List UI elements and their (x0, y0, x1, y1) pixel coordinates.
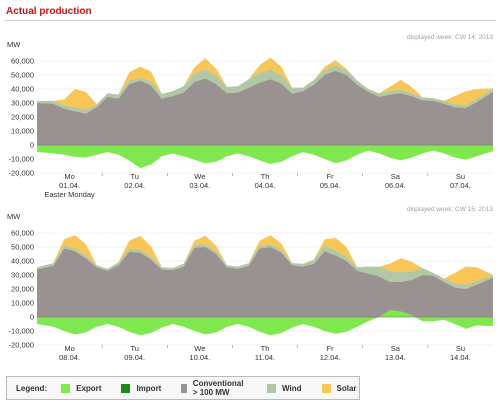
series-conventional-area (37, 247, 493, 317)
y-tick-label: 60,000 (11, 229, 34, 238)
legend-label: Legend: (16, 383, 48, 393)
x-tick-day: Su (456, 344, 465, 353)
y-tick-label: 20,000 (11, 113, 34, 122)
y-tick-label: -10,000 (9, 327, 34, 336)
series-export-area (37, 145, 493, 169)
production-chart-cw14: displayed week: CW 14; 2013 MW 60,000 50,00… (7, 34, 493, 199)
y-axis-unit: MW (7, 40, 21, 49)
legend-item-import: Import (121, 383, 162, 393)
legend-name-wind: Wind (282, 383, 302, 393)
y-tick-label: 50,000 (11, 243, 34, 252)
x-tick-date: 14.04. (450, 353, 471, 362)
x-tick-day: Tu (130, 344, 138, 353)
y-tick-label: 10,000 (11, 299, 34, 308)
x-tick-date: 01.04. (59, 181, 80, 190)
y-axis-unit: MW (7, 212, 21, 221)
x-tick-day: Tu (130, 172, 138, 181)
legend-swatch-conventional (181, 383, 187, 393)
y-tick-label: -10,000 (9, 155, 34, 164)
x-tick-date: 13.04. (385, 353, 406, 362)
x-tick-note: Easter Monday (44, 190, 95, 199)
x-tick-date: 02.04. (124, 181, 145, 190)
x-tick-day: Sa (391, 344, 401, 353)
x-tick-date: 05.04. (320, 181, 341, 190)
legend-swatch-solar (321, 383, 331, 393)
x-tick-day: Su (456, 172, 465, 181)
y-tick-label: 20,000 (11, 285, 34, 294)
x-tick-date: 04.04. (255, 181, 276, 190)
x-tick-day: Th (261, 172, 270, 181)
series-wind-area (37, 65, 493, 114)
y-tick-label: 40,000 (11, 257, 34, 266)
x-tick-date: 12.04. (320, 353, 341, 362)
legend-item-conventional: Conventional > 100 MW (181, 379, 247, 397)
x-tick-day: Mo (64, 344, 74, 353)
y-tick-label: 0 (30, 313, 34, 322)
legend-name-conventional: Conventional > 100 MW (192, 379, 244, 397)
legend-item-export: Export (61, 383, 102, 393)
x-tick-date: 07.04. (450, 181, 471, 190)
week-label: displayed week: CW 14; 2013 (407, 34, 493, 41)
y-tick-label: 40,000 (11, 85, 34, 94)
legend-name-export: Export (76, 383, 102, 393)
x-tick-date: 06.04. (385, 181, 406, 190)
legend-name-solar: Solar (336, 383, 357, 393)
series-solar-area (37, 235, 493, 285)
title-divider (4, 20, 496, 21)
legend-item-solar: Solar (321, 383, 357, 393)
x-tick-day: Fr (327, 344, 335, 353)
y-tick-label: 0 (30, 141, 34, 150)
x-tick-date: 10.04. (189, 353, 210, 362)
legend-swatch-export (61, 383, 71, 393)
legend-item-wind: Wind (267, 383, 302, 393)
legend-swatch-import (121, 383, 131, 393)
y-tick-label: 30,000 (11, 99, 34, 108)
series-solar-area (37, 57, 493, 110)
x-tick-date: 03.04. (189, 181, 210, 190)
week-label: displayed week: CW 15; 2013 (407, 206, 493, 213)
x-tick-date: 08.04. (59, 353, 80, 362)
y-tick-label: 50,000 (11, 71, 34, 80)
chart-legend: Legend: Export Import Conventional > 100… (6, 376, 360, 400)
legend-name-import: Import (136, 383, 162, 393)
x-tick-day: We (194, 344, 205, 353)
x-tick-date: 09.04. (124, 353, 145, 362)
x-tick-day: Th (261, 344, 270, 353)
production-chart-cw15: displayed week: CW 15; 2013 MW 60,000 50,00… (7, 206, 493, 362)
y-tick-label: -20,000 (9, 169, 34, 178)
x-tick-date: 11.04. (255, 353, 275, 362)
page-title: Actual production (6, 6, 92, 17)
y-tick-label: 10,000 (11, 127, 34, 136)
series-export-area (37, 310, 493, 336)
y-tick-label: -20,000 (9, 341, 34, 350)
x-tick-day: Sa (391, 172, 401, 181)
x-tick-day: Fr (327, 172, 335, 181)
x-tick-day: We (194, 172, 205, 181)
x-tick-day: Mo (64, 172, 74, 181)
legend-swatch-wind (267, 383, 277, 393)
y-tick-label: 60,000 (11, 57, 34, 66)
y-tick-label: 30,000 (11, 271, 34, 280)
series-conventional-area (37, 70, 493, 145)
